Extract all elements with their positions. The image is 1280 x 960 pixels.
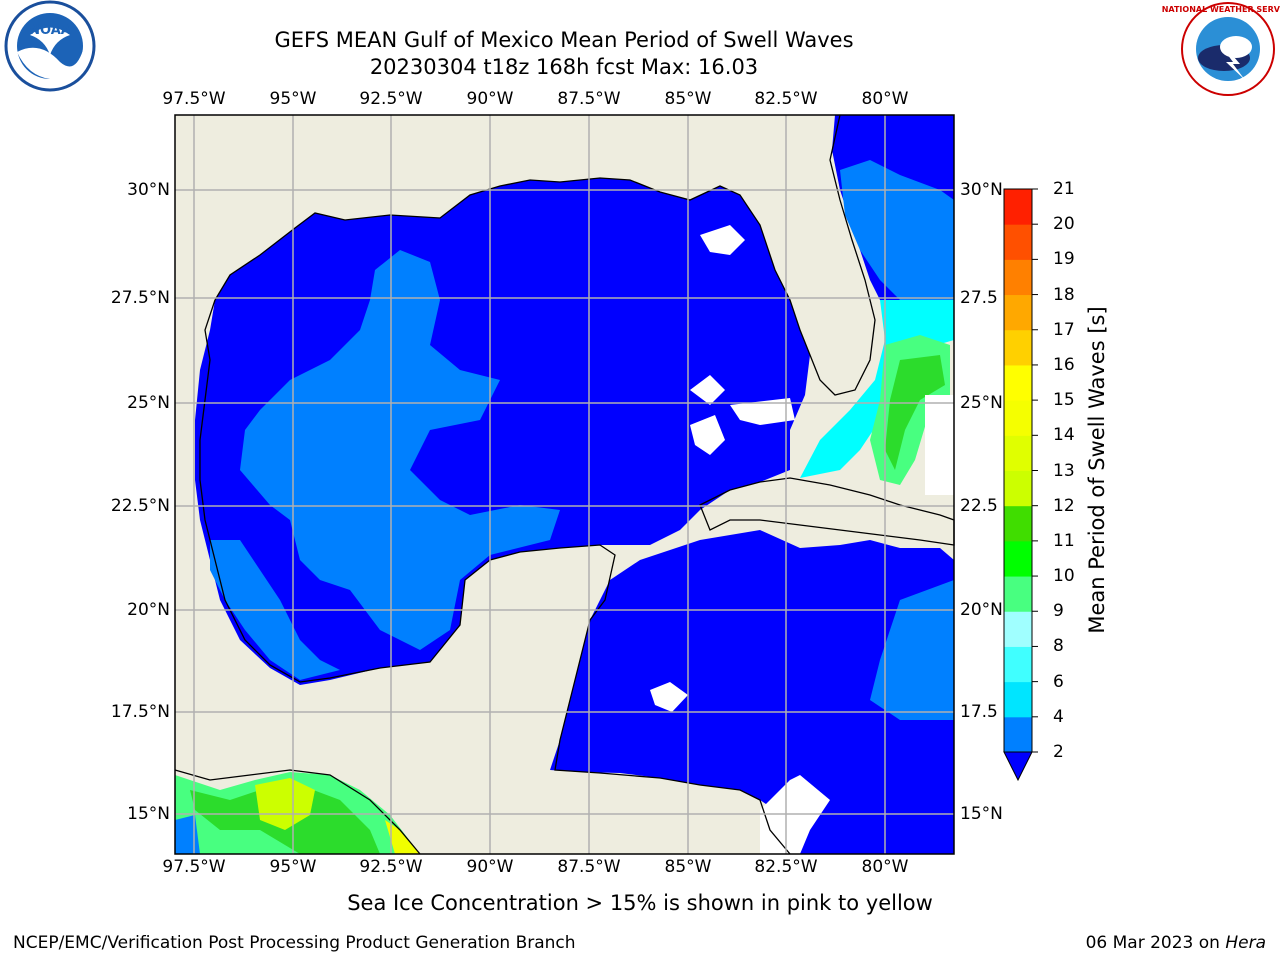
map-plot	[174, 114, 955, 855]
colorbar-tick-label: 12	[1053, 495, 1075, 516]
caribbean-ocean-fill	[550, 530, 954, 854]
top-label: 80°W	[861, 89, 909, 109]
pacific-swell-fill	[385, 820, 420, 854]
colorbar-tick-label: 14	[1053, 425, 1075, 446]
colorbar-tick-label: 20	[1053, 214, 1075, 235]
swell-light-region	[240, 250, 560, 650]
top-label: 87.5°W	[557, 89, 621, 109]
right-label: 17.5	[960, 702, 998, 722]
noaa-logo: NOAA	[4, 0, 96, 92]
colorbar-segment	[1004, 329, 1032, 366]
colorbar-segment	[1004, 259, 1032, 296]
colorbar-tick-label: 10	[1053, 566, 1075, 587]
colorbar-tick-label: 9	[1053, 601, 1064, 622]
colorbar-segment	[1004, 400, 1032, 436]
swell-light-region	[840, 160, 954, 300]
bot-label: 97.5°W	[162, 857, 226, 877]
no-data-gap	[925, 395, 954, 495]
colorbar-tick-label: 6	[1053, 671, 1064, 692]
bot-label: 92.5°W	[359, 857, 423, 877]
colorbar-segment	[1004, 470, 1032, 507]
bot-label: 90°W	[466, 857, 514, 877]
left-label: 30°N	[127, 180, 170, 200]
colorbar-tick-label: 11	[1053, 530, 1075, 551]
colorbar-segment	[1004, 364, 1032, 401]
swell-light-region	[870, 580, 954, 720]
colorbar-tick-label: 18	[1053, 284, 1075, 305]
left-label: 27.5°N	[110, 288, 170, 308]
svg-text:NATIONAL WEATHER SERVICE: NATIONAL WEATHER SERVICE	[1162, 5, 1280, 14]
right-label: 30°N	[960, 180, 1003, 200]
left-label: 25°N	[127, 393, 170, 413]
right-label: 20°N	[960, 600, 1003, 620]
colorbar-tick-label: 17	[1053, 319, 1075, 340]
map-frame	[174, 114, 955, 855]
colorbar-segment	[1004, 646, 1032, 683]
colorbar-tick-label: 21	[1053, 179, 1075, 199]
svg-text:NOAA: NOAA	[29, 23, 71, 38]
no-data-gap	[690, 415, 725, 455]
colorbar-segment	[1004, 435, 1032, 471]
right-label: 15°N	[960, 804, 1003, 824]
chart-title: GEFS MEAN Gulf of Mexico Mean Period of …	[274, 28, 854, 52]
colorbar	[1003, 188, 1038, 782]
footer-credit: NCEP/EMC/Verification Post Processing Pr…	[13, 933, 576, 953]
colorbar-tick-label: 2	[1053, 742, 1064, 762]
pacific-swell-fill	[255, 778, 315, 830]
swell-green-region	[885, 355, 945, 470]
bot-label: 82.5°W	[754, 857, 818, 877]
no-data-gap	[650, 682, 688, 712]
top-label: 82.5°W	[754, 89, 818, 109]
colorbar-tick-label: 8	[1053, 636, 1064, 657]
right-label: 27.5	[960, 288, 998, 308]
top-label: 92.5°W	[359, 89, 423, 109]
graticule	[175, 115, 954, 854]
top-label: 95°W	[269, 89, 317, 109]
no-data-gap	[730, 398, 795, 425]
top-label: 90°W	[466, 89, 514, 109]
colorbar-segment	[1004, 294, 1032, 331]
colorbar-tick-label: 15	[1053, 390, 1075, 411]
colorbar-segment	[1004, 540, 1032, 577]
bot-label: 95°W	[269, 857, 317, 877]
colorbar-segment	[1004, 681, 1032, 718]
colorbar-segment	[1004, 224, 1032, 260]
colorbar-tick-label: 16	[1053, 354, 1075, 375]
left-label: 20°N	[127, 600, 170, 620]
no-data-gap	[690, 375, 725, 405]
left-label: 17.5°N	[110, 702, 170, 722]
colorbar-tick-label: 4	[1053, 706, 1064, 727]
colorbar-segment	[1004, 576, 1032, 612]
right-label: 25°N	[960, 393, 1003, 413]
bot-label: 85°W	[664, 857, 712, 877]
no-data-gap	[700, 225, 745, 255]
sea-ice-note: Sea Ice Concentration > 15% is shown in …	[347, 891, 933, 915]
colorbar-tick-label: 19	[1053, 249, 1075, 270]
footer-date: 06 Mar 2023 on Hera	[1086, 933, 1266, 953]
top-label: 97.5°W	[162, 89, 226, 109]
bot-label: 80°W	[861, 857, 909, 877]
colorbar-tick-label: 13	[1053, 460, 1075, 481]
left-label: 15°N	[127, 804, 170, 824]
top-label: 85°W	[664, 89, 712, 109]
colorbar-extend-arrow	[1003, 751, 1033, 782]
footer-machine: Hera	[1225, 933, 1266, 953]
colorbar-segment	[1004, 611, 1032, 647]
colorbar-segment	[1004, 716, 1032, 753]
nws-logo: NATIONAL WEATHER SERVICE	[1162, 2, 1280, 96]
colorbar-segment	[1004, 189, 1032, 225]
colorbar-label: Mean Period of Swell Waves [s]	[1085, 306, 1109, 634]
bot-label: 87.5°W	[557, 857, 621, 877]
footer-date-text: 06 Mar 2023 on	[1085, 933, 1220, 953]
right-label: 22.5	[960, 496, 998, 516]
colorbar-segment	[1004, 505, 1032, 542]
chart-subtitle: 20230304 t18z 168h fcst Max: 16.03	[369, 55, 759, 79]
left-label: 22.5°N	[110, 496, 170, 516]
